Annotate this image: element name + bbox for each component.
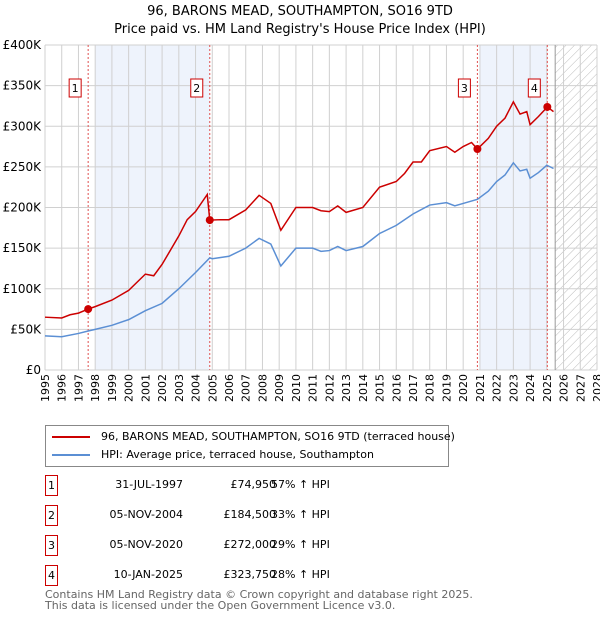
x-tick-label: 2025: [541, 374, 554, 402]
table-row: 1 31-JUL-1997 £74,950 57% ↑ HPI: [45, 475, 445, 497]
sale-date: 31-JUL-1997: [115, 478, 183, 491]
y-tick-label: £100K: [3, 282, 43, 296]
x-tick-label: 2019: [440, 374, 453, 402]
series-line: [44, 161, 554, 338]
x-tick-label: 2010: [290, 374, 303, 402]
sale-label-box: [190, 78, 204, 98]
y-tick-label: £300K: [3, 119, 43, 133]
footer: Contains HM Land Registry data © Crown c…: [45, 589, 473, 611]
table-row: 4 10-JAN-2025 £323,750 28% ↑ HPI: [45, 565, 445, 587]
table-row: 2 05-NOV-2004 £184,500 33% ↑ HPI: [45, 505, 445, 527]
y-tick-label: £250K: [3, 160, 43, 174]
x-tick-label: 2021: [474, 374, 487, 402]
price-chart: 1995 1996 1997 1998 1999 2000 2001 2002 2003 2004…: [3, 38, 600, 402]
x-tick-label: 2001: [139, 374, 152, 402]
subtitle: Price paid vs. HM Land Registry's House …: [114, 22, 486, 37]
x-tick-label: 2016: [390, 374, 403, 402]
title: 96, BARONS MEAD, SOUTHAMPTON, SO16 9TD: [147, 4, 453, 19]
legend-label: HPI: Average price, terraced house, Sout…: [101, 448, 374, 461]
footer-line: This data is licensed under the Open Gov…: [45, 599, 396, 612]
sale-point: [543, 102, 552, 111]
sale-price: £323,750: [223, 568, 277, 581]
sale-label: 3: [461, 82, 468, 95]
sale-label-box: [527, 78, 541, 98]
x-tick-label: 2002: [156, 374, 169, 402]
sale-price: £272,000: [223, 538, 277, 551]
x-tick-label: 2023: [507, 374, 520, 402]
x-tick-label: 2020: [457, 374, 470, 402]
sale-date: 05-NOV-2020: [109, 538, 183, 551]
x-tick-label: 2022: [491, 374, 504, 402]
sale-date: 05-NOV-2004: [109, 508, 183, 521]
legend-label: 96, BARONS MEAD, SOUTHAMPTON, SO16 9TD (…: [101, 430, 455, 443]
table-row: 3 05-NOV-2020 £272,000 29% ↑ HPI: [45, 535, 445, 557]
sale-label: 2: [193, 82, 200, 95]
x-tick-label: 2018: [424, 374, 437, 402]
sale-label: 4: [531, 82, 538, 95]
x-tick-label: 2006: [223, 374, 236, 402]
sale-label: 1: [72, 82, 79, 95]
y-tick-label: £50K: [10, 322, 42, 336]
y-tick-label: £350K: [3, 79, 43, 93]
x-tick-label: 2014: [357, 374, 370, 402]
x-tick-label: 2013: [340, 374, 353, 402]
legend: 96, BARONS MEAD, SOUTHAMPTON, SO16 9TD (…: [45, 425, 455, 467]
x-tick-label: 2024: [524, 374, 537, 402]
x-tick-label: 2027: [574, 374, 587, 402]
sale-marker: 4: [45, 565, 58, 586]
x-tick-label: 2000: [123, 374, 136, 402]
sale-label-box: [68, 78, 82, 98]
x-tick-label: 2026: [558, 374, 571, 402]
x-tick-label: 2008: [256, 374, 269, 402]
x-tick-label: 1998: [89, 374, 102, 402]
x-tick-label: 1999: [106, 374, 119, 402]
chart-title: 96, BARONS MEAD, SOUTHAMPTON, SO16 9TD Pr…: [0, 3, 600, 39]
x-tick-label: 1996: [56, 374, 69, 402]
y-tick-label: £150K: [3, 241, 43, 255]
sale-marker: 1: [45, 475, 58, 496]
x-tick-label: 2003: [173, 374, 186, 402]
y-tick-label: £0: [26, 363, 41, 377]
x-tick-label: 2017: [407, 374, 420, 402]
x-tick-label: 2009: [273, 374, 286, 402]
sale-point: [473, 145, 482, 153]
hpi-diff: 57% ↑ HPI: [271, 478, 330, 491]
y-tick-label: £200K: [3, 201, 43, 215]
sale-label-box: [457, 78, 471, 98]
sale-price: £184,500: [223, 508, 277, 521]
hpi-diff: 28% ↑ HPI: [271, 568, 330, 581]
sale-marker: 2: [45, 505, 58, 526]
x-tick-label: 2004: [190, 374, 203, 402]
x-tick-label: 1995: [39, 374, 52, 402]
x-tick-label: 2007: [240, 374, 253, 402]
hpi-diff: 29% ↑ HPI: [271, 538, 330, 551]
x-tick-label: 2012: [323, 374, 336, 402]
x-tick-label: 2015: [374, 374, 387, 402]
x-tick-label: 2005: [206, 374, 219, 402]
sale-marker: 3: [45, 535, 58, 556]
sale-point: [205, 216, 214, 225]
y-tick-label: £400K: [3, 38, 43, 52]
sale-date: 10-JAN-2025: [113, 568, 183, 581]
footer-line: Contains HM Land Registry data © Crown c…: [45, 588, 473, 601]
x-tick-label: 1997: [72, 374, 85, 402]
sale-point: [84, 305, 93, 314]
series-line: [44, 100, 554, 319]
sale-price: £74,950: [230, 478, 277, 491]
x-tick-label: 2011: [307, 374, 320, 402]
hpi-diff: 33% ↑ HPI: [271, 508, 330, 521]
x-tick-label: 2028: [591, 374, 600, 402]
